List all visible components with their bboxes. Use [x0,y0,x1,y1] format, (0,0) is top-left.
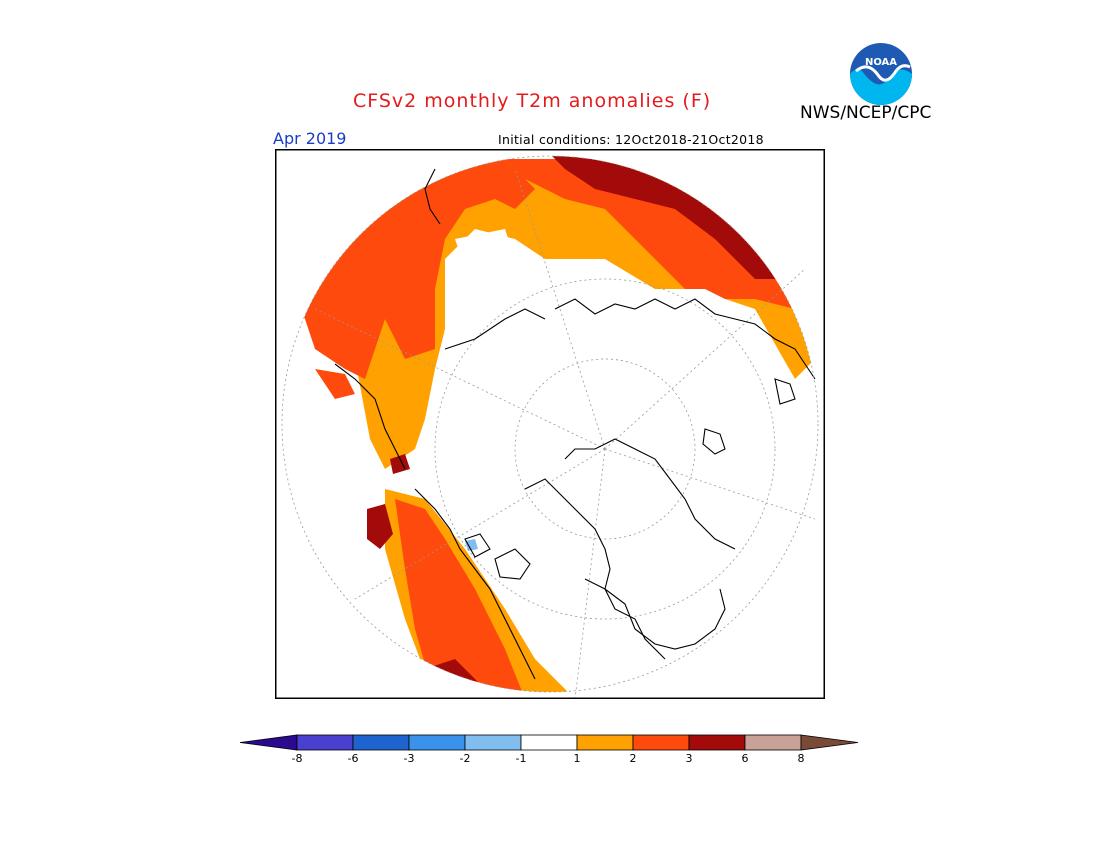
colorbar-box [408,734,466,751]
colorbar-box [464,734,522,751]
colorbar-tick-label: 2 [630,752,637,765]
map-title: CFSv2 monthly T2m anomalies (F) [353,90,712,112]
colorbar-tick-label: 8 [798,752,805,765]
noaa-logo: NOAA [848,41,914,111]
valid-month-label: Apr 2019 [273,129,347,148]
colorbar-tick-label: 1 [574,752,581,765]
colorbar-tick-label: 6 [742,752,749,765]
graticule [314,168,816,700]
organization-label: NWS/NCEP/CPC [800,103,932,123]
colorbar-tick-label: -8 [292,752,303,765]
colorbar-box [688,734,746,751]
colorbar-arrow-low [239,734,298,751]
colorbar-box [296,734,354,751]
colorbar-tick-label: -3 [404,752,415,765]
colorbar-tick-label: -2 [460,752,471,765]
initial-conditions-label: Initial conditions: 12Oct2018-21Oct2018 [498,132,764,147]
coastlines [334,168,816,680]
polar-map [274,148,826,703]
colorbar-box [352,734,410,751]
colorbar-box [744,734,802,751]
svg-text:NOAA: NOAA [865,57,897,68]
colorbar-tick-label: 3 [686,752,693,765]
colorbar-box [632,734,690,751]
colorbar-tick-label: -1 [516,752,527,765]
colorbar-box [520,734,578,751]
colorbar-tick-label: -6 [348,752,359,765]
colorbar-box [576,734,634,751]
colorbar-arrow-high [800,734,859,751]
colorbar: -8 -6 -3 -2 -1 1 2 3 6 8 [239,733,862,777]
